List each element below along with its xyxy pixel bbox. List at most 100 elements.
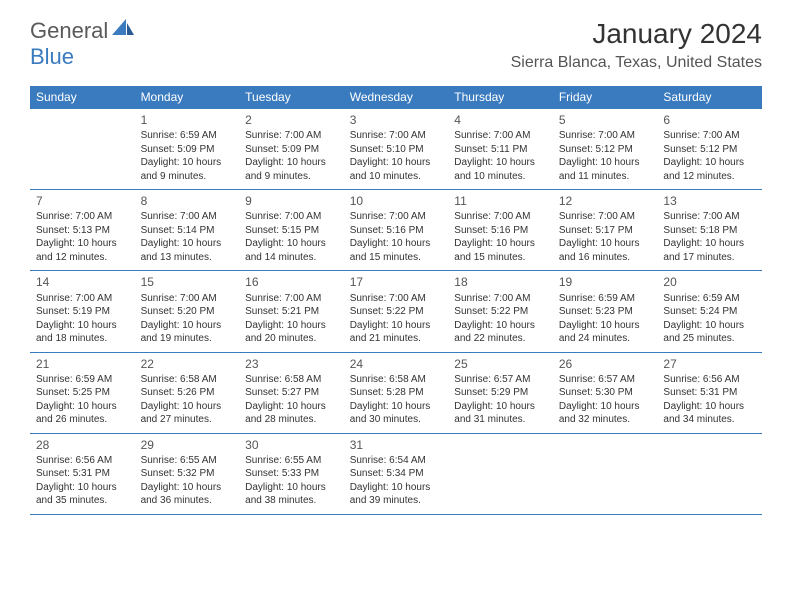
daylight-text: Daylight: 10 hours and 27 minutes.	[141, 400, 234, 427]
sunset-text: Sunset: 5:23 PM	[559, 305, 652, 319]
sunrise-text: Sunrise: 7:00 AM	[245, 210, 338, 224]
sunrise-text: Sunrise: 7:00 AM	[454, 129, 547, 143]
daylight-text: Daylight: 10 hours and 31 minutes.	[454, 400, 547, 427]
sunset-text: Sunset: 5:31 PM	[36, 467, 129, 481]
title-block: January 2024 Sierra Blanca, Texas, Unite…	[511, 18, 762, 72]
day-header: Monday	[135, 86, 240, 108]
day-number: 17	[350, 274, 443, 290]
day-number: 19	[559, 274, 652, 290]
daylight-text: Daylight: 10 hours and 34 minutes.	[663, 400, 756, 427]
calendar-day: 28Sunrise: 6:56 AMSunset: 5:31 PMDayligh…	[30, 434, 135, 514]
calendar-day	[448, 434, 553, 514]
day-number: 21	[36, 356, 129, 372]
calendar-day: 16Sunrise: 7:00 AMSunset: 5:21 PMDayligh…	[239, 271, 344, 351]
calendar-day	[30, 109, 135, 189]
calendar-week: 1Sunrise: 6:59 AMSunset: 5:09 PMDaylight…	[30, 108, 762, 189]
daylight-text: Daylight: 10 hours and 36 minutes.	[141, 481, 234, 508]
day-number: 3	[350, 112, 443, 128]
daylight-text: Daylight: 10 hours and 28 minutes.	[245, 400, 338, 427]
sunset-text: Sunset: 5:09 PM	[245, 143, 338, 157]
calendar-day: 8Sunrise: 7:00 AMSunset: 5:14 PMDaylight…	[135, 190, 240, 270]
sunrise-text: Sunrise: 6:56 AM	[36, 454, 129, 468]
day-header: Wednesday	[344, 86, 449, 108]
logo-sail-icon	[112, 19, 134, 44]
daylight-text: Daylight: 10 hours and 10 minutes.	[454, 156, 547, 183]
calendar-day: 11Sunrise: 7:00 AMSunset: 5:16 PMDayligh…	[448, 190, 553, 270]
day-number: 14	[36, 274, 129, 290]
daylight-text: Daylight: 10 hours and 22 minutes.	[454, 319, 547, 346]
sunrise-text: Sunrise: 6:59 AM	[141, 129, 234, 143]
sunrise-text: Sunrise: 6:58 AM	[141, 373, 234, 387]
sunset-text: Sunset: 5:09 PM	[141, 143, 234, 157]
sunrise-text: Sunrise: 6:59 AM	[36, 373, 129, 387]
day-number: 25	[454, 356, 547, 372]
day-number: 26	[559, 356, 652, 372]
header: General January 2024 Sierra Blanca, Texa…	[0, 0, 792, 80]
daylight-text: Daylight: 10 hours and 10 minutes.	[350, 156, 443, 183]
calendar-day: 13Sunrise: 7:00 AMSunset: 5:18 PMDayligh…	[657, 190, 762, 270]
day-header: Tuesday	[239, 86, 344, 108]
sunrise-text: Sunrise: 7:00 AM	[36, 292, 129, 306]
sunrise-text: Sunrise: 7:00 AM	[141, 292, 234, 306]
sunrise-text: Sunrise: 6:57 AM	[454, 373, 547, 387]
calendar-day: 29Sunrise: 6:55 AMSunset: 5:32 PMDayligh…	[135, 434, 240, 514]
sunrise-text: Sunrise: 6:58 AM	[245, 373, 338, 387]
day-number: 4	[454, 112, 547, 128]
daylight-text: Daylight: 10 hours and 12 minutes.	[663, 156, 756, 183]
sunset-text: Sunset: 5:12 PM	[663, 143, 756, 157]
calendar-day: 7Sunrise: 7:00 AMSunset: 5:13 PMDaylight…	[30, 190, 135, 270]
calendar-day: 14Sunrise: 7:00 AMSunset: 5:19 PMDayligh…	[30, 271, 135, 351]
calendar-day	[657, 434, 762, 514]
sunrise-text: Sunrise: 7:00 AM	[245, 292, 338, 306]
sunset-text: Sunset: 5:24 PM	[663, 305, 756, 319]
sunrise-text: Sunrise: 7:00 AM	[559, 129, 652, 143]
calendar-day: 23Sunrise: 6:58 AMSunset: 5:27 PMDayligh…	[239, 353, 344, 433]
day-number: 29	[141, 437, 234, 453]
calendar-day: 6Sunrise: 7:00 AMSunset: 5:12 PMDaylight…	[657, 109, 762, 189]
sunset-text: Sunset: 5:29 PM	[454, 386, 547, 400]
sunrise-text: Sunrise: 7:00 AM	[36, 210, 129, 224]
calendar-week: 7Sunrise: 7:00 AMSunset: 5:13 PMDaylight…	[30, 189, 762, 270]
day-number: 9	[245, 193, 338, 209]
sunrise-text: Sunrise: 7:00 AM	[663, 129, 756, 143]
daylight-text: Daylight: 10 hours and 9 minutes.	[141, 156, 234, 183]
sunrise-text: Sunrise: 7:00 AM	[350, 210, 443, 224]
sunrise-text: Sunrise: 7:00 AM	[350, 129, 443, 143]
sunset-text: Sunset: 5:28 PM	[350, 386, 443, 400]
logo: General	[30, 18, 136, 44]
sunrise-text: Sunrise: 7:00 AM	[454, 292, 547, 306]
day-number: 31	[350, 437, 443, 453]
sunrise-text: Sunrise: 6:59 AM	[663, 292, 756, 306]
location-text: Sierra Blanca, Texas, United States	[511, 54, 762, 72]
calendar-day: 2Sunrise: 7:00 AMSunset: 5:09 PMDaylight…	[239, 109, 344, 189]
calendar-day: 1Sunrise: 6:59 AMSunset: 5:09 PMDaylight…	[135, 109, 240, 189]
day-header: Saturday	[657, 86, 762, 108]
daylight-text: Daylight: 10 hours and 24 minutes.	[559, 319, 652, 346]
day-number: 28	[36, 437, 129, 453]
day-header: Thursday	[448, 86, 553, 108]
day-number: 11	[454, 193, 547, 209]
calendar-day	[553, 434, 658, 514]
sunset-text: Sunset: 5:31 PM	[663, 386, 756, 400]
sunset-text: Sunset: 5:20 PM	[141, 305, 234, 319]
daylight-text: Daylight: 10 hours and 12 minutes.	[36, 237, 129, 264]
sunrise-text: Sunrise: 7:00 AM	[245, 129, 338, 143]
daylight-text: Daylight: 10 hours and 16 minutes.	[559, 237, 652, 264]
sunset-text: Sunset: 5:19 PM	[36, 305, 129, 319]
sunrise-text: Sunrise: 6:56 AM	[663, 373, 756, 387]
calendar-day: 20Sunrise: 6:59 AMSunset: 5:24 PMDayligh…	[657, 271, 762, 351]
sunset-text: Sunset: 5:22 PM	[454, 305, 547, 319]
sunrise-text: Sunrise: 7:00 AM	[141, 210, 234, 224]
day-number: 24	[350, 356, 443, 372]
calendar-day: 24Sunrise: 6:58 AMSunset: 5:28 PMDayligh…	[344, 353, 449, 433]
day-header: Friday	[553, 86, 658, 108]
sunrise-text: Sunrise: 6:59 AM	[559, 292, 652, 306]
sunrise-text: Sunrise: 6:57 AM	[559, 373, 652, 387]
sunset-text: Sunset: 5:16 PM	[350, 224, 443, 238]
calendar-day: 18Sunrise: 7:00 AMSunset: 5:22 PMDayligh…	[448, 271, 553, 351]
calendar-day: 17Sunrise: 7:00 AMSunset: 5:22 PMDayligh…	[344, 271, 449, 351]
sunset-text: Sunset: 5:30 PM	[559, 386, 652, 400]
sunset-text: Sunset: 5:17 PM	[559, 224, 652, 238]
day-number: 13	[663, 193, 756, 209]
daylight-text: Daylight: 10 hours and 17 minutes.	[663, 237, 756, 264]
